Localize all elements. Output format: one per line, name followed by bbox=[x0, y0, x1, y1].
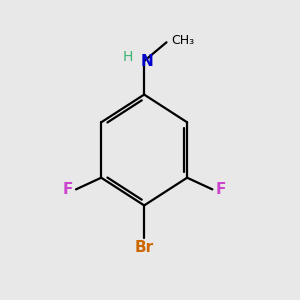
Text: H: H bbox=[123, 50, 133, 64]
Text: Br: Br bbox=[135, 240, 154, 255]
Text: F: F bbox=[215, 182, 226, 197]
Text: F: F bbox=[63, 182, 73, 197]
Text: N: N bbox=[140, 53, 153, 68]
Text: CH₃: CH₃ bbox=[171, 34, 194, 47]
